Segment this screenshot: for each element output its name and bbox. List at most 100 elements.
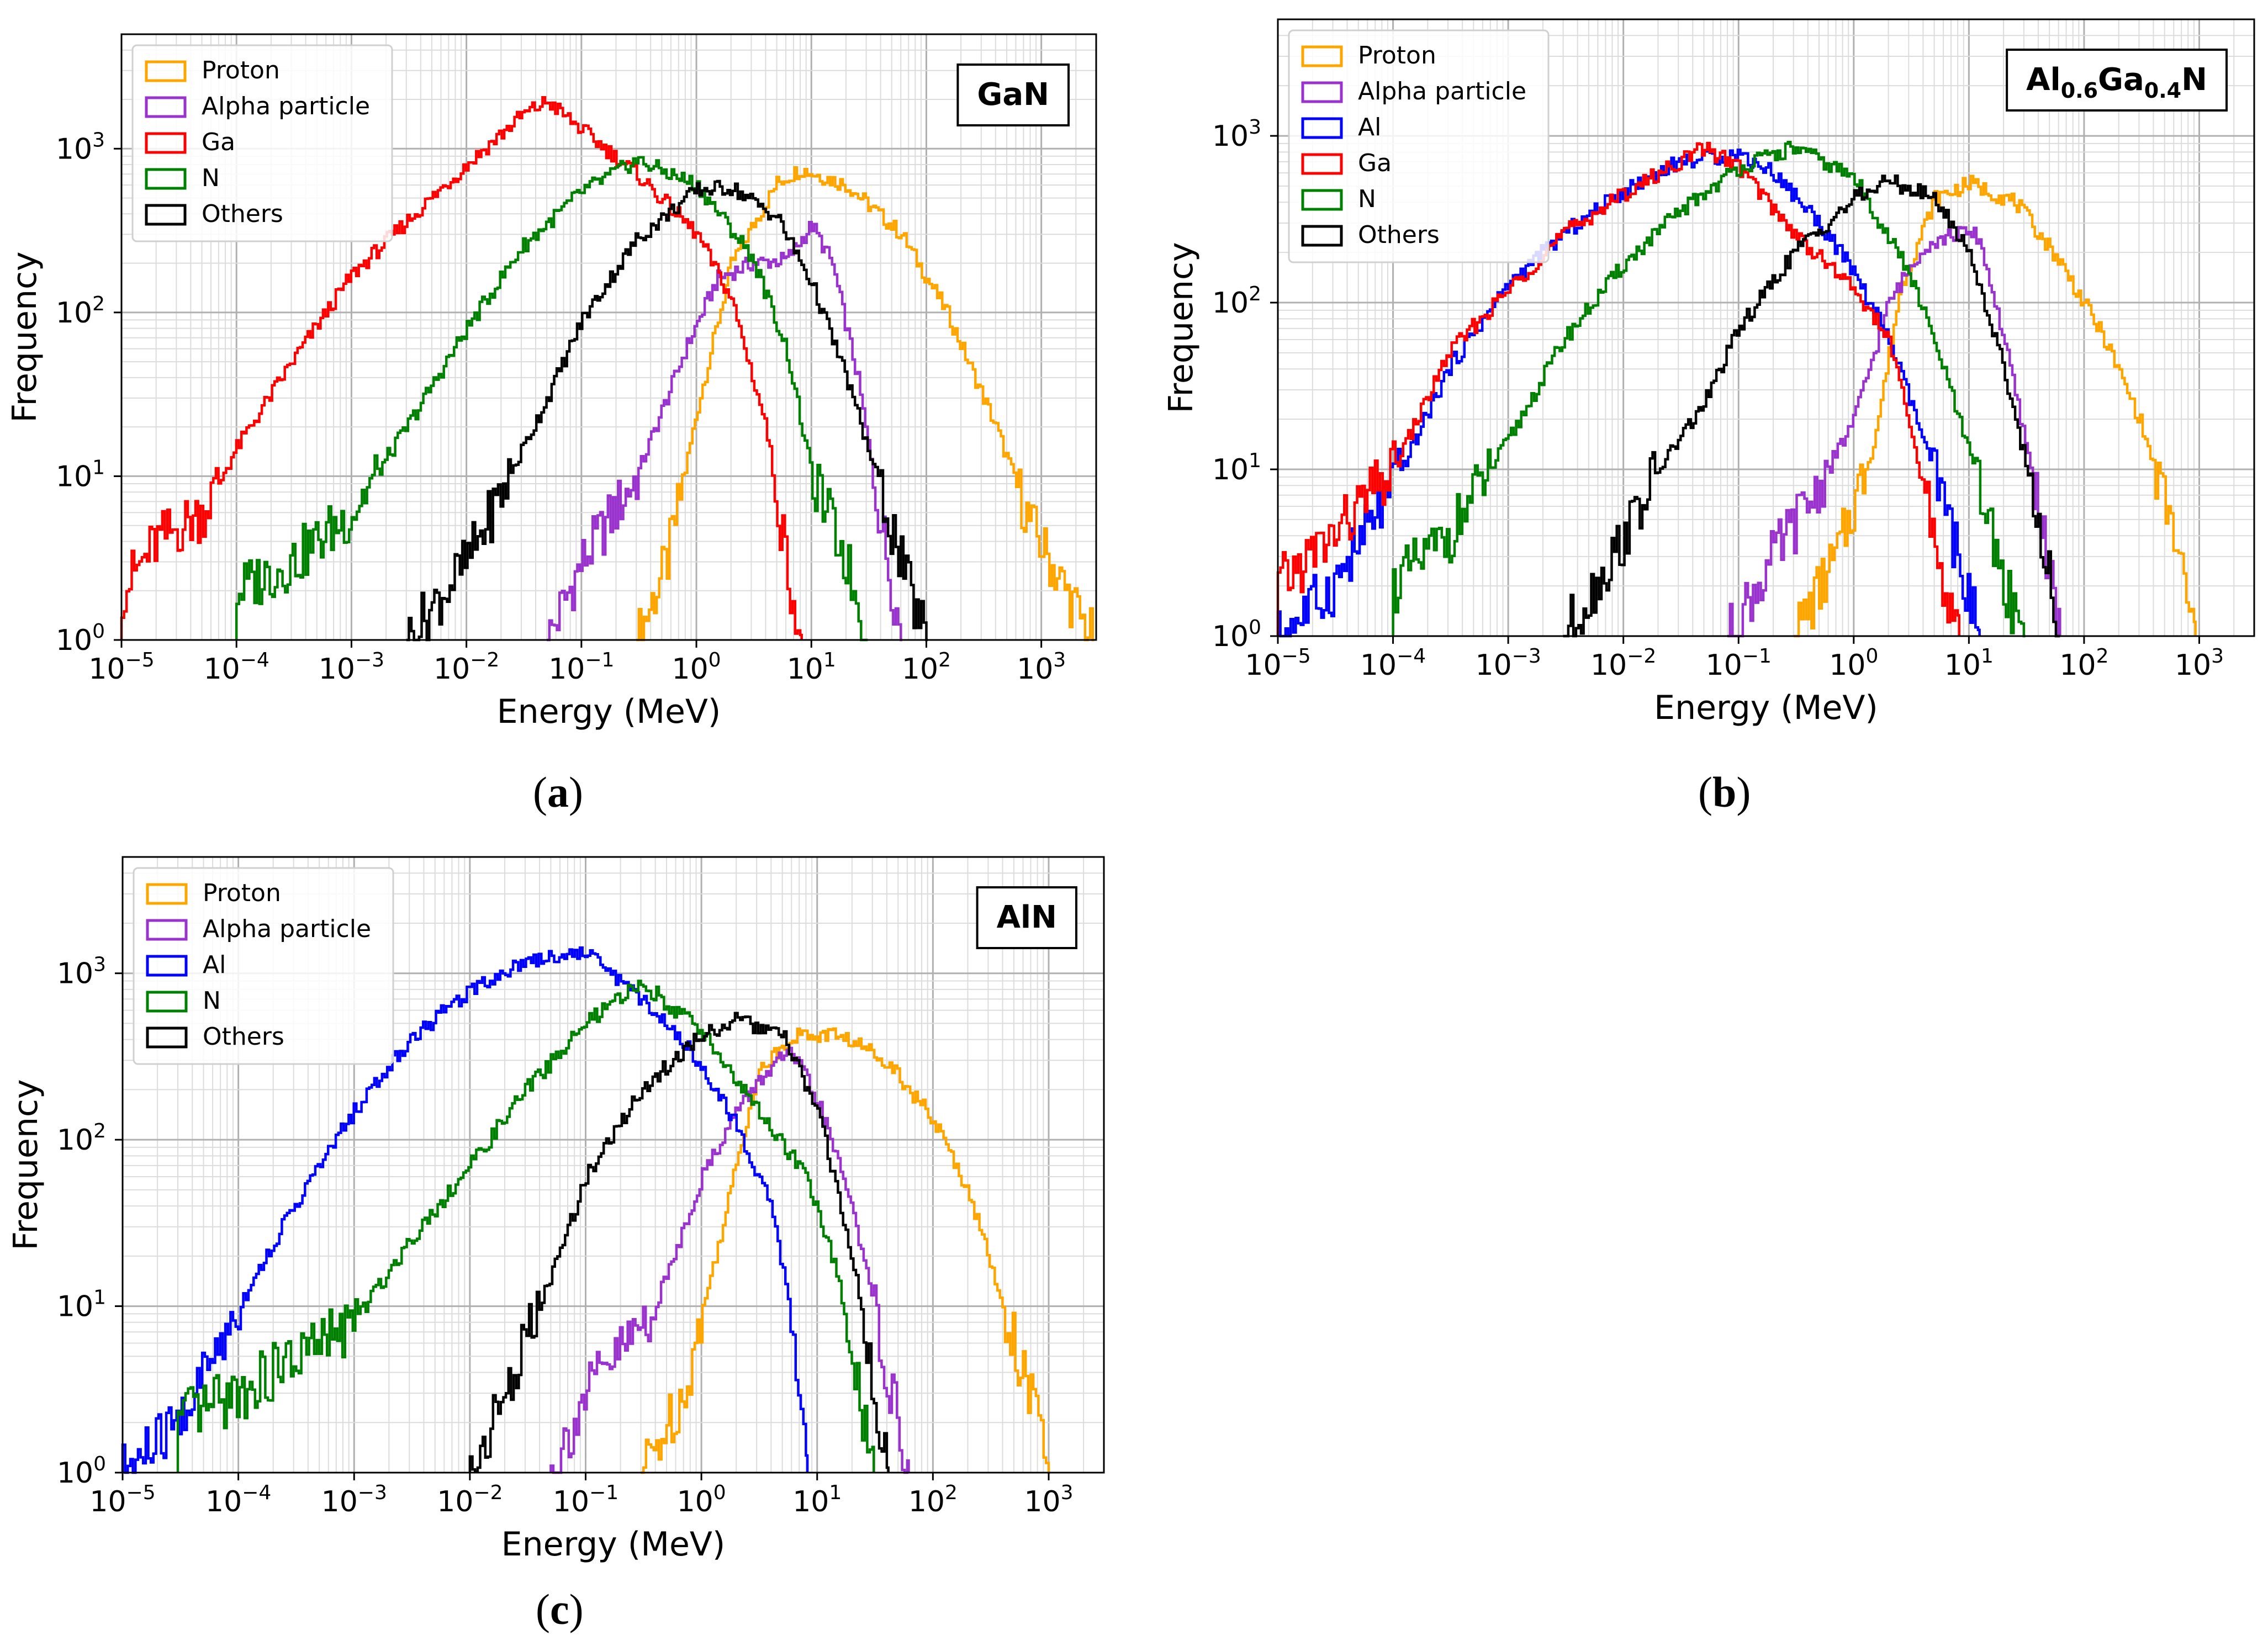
x-tick-label: 10−3 <box>1475 645 1541 682</box>
x-tick-label: 101 <box>787 649 836 686</box>
legend-label: Alpha particle <box>203 915 371 943</box>
x-tick-label: 10−3 <box>321 1481 387 1518</box>
x-tick-label: 10−1 <box>1706 645 1772 682</box>
series-n <box>235 156 868 642</box>
legend-swatch <box>1301 45 1343 67</box>
legend-box <box>131 44 393 242</box>
material-label: GaN <box>956 63 1070 126</box>
legend-swatch <box>146 883 188 905</box>
material-label-box <box>976 886 1077 949</box>
legend-label: Al <box>1358 113 1381 141</box>
x-axis-label: Energy (MeV) <box>497 692 721 731</box>
legend: Proton Alpha particle Al N Others <box>133 867 394 1065</box>
y-axis-label: Frequency <box>6 252 44 423</box>
legend-label: Alpha particle <box>202 92 370 120</box>
series-others <box>406 179 928 642</box>
y-tick-label: 100 <box>1212 616 1261 653</box>
y-axis-label: Frequency <box>7 1079 45 1251</box>
x-tick-label: 103 <box>1024 1481 1073 1518</box>
legend-label: N <box>203 987 221 1015</box>
material-label-text: Al0.6Ga0.4N <box>2026 62 2207 103</box>
x-tick-label: 103 <box>2175 645 2224 682</box>
material-label: Al0.6Ga0.4N <box>2006 49 2228 112</box>
legend-label: Proton <box>203 879 281 907</box>
series-others <box>1563 174 2060 638</box>
legend-label: Ga <box>202 128 235 156</box>
x-axis-label: Energy (MeV) <box>501 1525 726 1564</box>
plot-frame <box>121 856 1105 1474</box>
series-alpha-particle <box>1727 226 2061 638</box>
legend-swatch <box>145 132 187 154</box>
legend-swatch <box>146 991 188 1013</box>
legend-swatch <box>146 919 188 941</box>
x-tick-label: 100 <box>1829 645 1878 682</box>
legend-label: Al <box>203 951 226 979</box>
x-tick-label: 10−1 <box>553 1481 618 1518</box>
x-tick-label: 102 <box>908 1481 958 1518</box>
x-tick-label: 102 <box>902 649 951 686</box>
legend-swatch <box>1301 81 1343 103</box>
x-tick-label: 100 <box>677 1481 726 1518</box>
x-tick-label: 101 <box>792 1481 842 1518</box>
y-tick-label: 103 <box>1212 116 1261 153</box>
legend-label: Others <box>1358 221 1440 249</box>
x-axis-label: Energy (MeV) <box>1654 689 1878 727</box>
y-axis-label: Frequency <box>1162 242 1201 414</box>
series-proton <box>1793 174 2197 638</box>
y-tick-label: 101 <box>56 456 105 493</box>
legend-swatch <box>145 60 187 82</box>
y-tick-label: 102 <box>56 293 105 330</box>
legend-label: Alpha particle <box>1358 77 1526 105</box>
legend-swatch <box>1301 225 1343 247</box>
plot-frame <box>120 33 1097 641</box>
y-tick-label: 102 <box>1212 283 1261 320</box>
material-label-text: AlN <box>997 899 1057 935</box>
series-proton <box>636 166 1095 642</box>
material-label-box <box>2006 49 2228 112</box>
x-tick-label: 10−5 <box>1245 645 1310 682</box>
legend-label: N <box>202 164 220 192</box>
series-n <box>176 980 875 1473</box>
y-tick-label: 103 <box>57 954 106 991</box>
series-alpha-particle <box>549 1046 910 1474</box>
legend-swatch <box>145 96 187 118</box>
x-tick-label: 10−2 <box>437 1481 503 1518</box>
legend-label: Ga <box>1358 149 1392 177</box>
legend: Proton Alpha particle Ga N Others <box>131 44 393 242</box>
caption-a: (a) <box>533 768 583 816</box>
y-tick-label: 100 <box>57 1453 106 1490</box>
series-ga <box>1276 141 1961 636</box>
caption-b: (b) <box>1698 768 1751 816</box>
x-tick-label: 10−5 <box>89 1481 155 1518</box>
y-tick-label: 103 <box>56 129 105 166</box>
x-tick-label: 10−4 <box>1360 645 1426 682</box>
material-label: AlN <box>976 886 1077 949</box>
legend-swatch <box>1301 117 1343 139</box>
caption-c: (c) <box>536 1585 584 1633</box>
legend-label: N <box>1358 185 1376 213</box>
plot-frame <box>1277 18 2255 637</box>
legend-box <box>1288 29 1550 263</box>
legend-label: Others <box>203 1023 284 1051</box>
x-tick-label: 10−1 <box>548 649 614 686</box>
material-label-box <box>956 63 1070 126</box>
legend-box <box>133 867 394 1065</box>
x-tick-label: 100 <box>672 649 721 686</box>
panel-b: 10−5 10−4 10−3 10−2 10−1 100 101 102 103 100 101 10… <box>1162 18 2255 727</box>
series-alpha-particle <box>547 221 902 642</box>
legend: Proton Alpha particle Al Ga N Others <box>1288 29 1550 263</box>
series-al <box>121 946 809 1474</box>
panel-a: 10−5 10−4 10−3 10−2 10−1 100 101 102 103 100 101 10… <box>6 33 1097 731</box>
series-others <box>468 1012 890 1473</box>
panel-c: 10−5 10−4 10−3 10−2 10−1 100 101 102 103 100 101 10… <box>7 856 1105 1564</box>
x-tick-label: 10−2 <box>433 649 499 686</box>
series-n <box>1392 140 2026 638</box>
legend-swatch <box>145 204 187 226</box>
legend-swatch <box>145 168 187 190</box>
legend-swatch <box>146 1026 188 1049</box>
legend-label: Proton <box>202 56 280 84</box>
material-label-text: GaN <box>977 77 1049 113</box>
y-tick-label: 101 <box>57 1287 106 1324</box>
x-tick-label: 103 <box>1017 649 1066 686</box>
